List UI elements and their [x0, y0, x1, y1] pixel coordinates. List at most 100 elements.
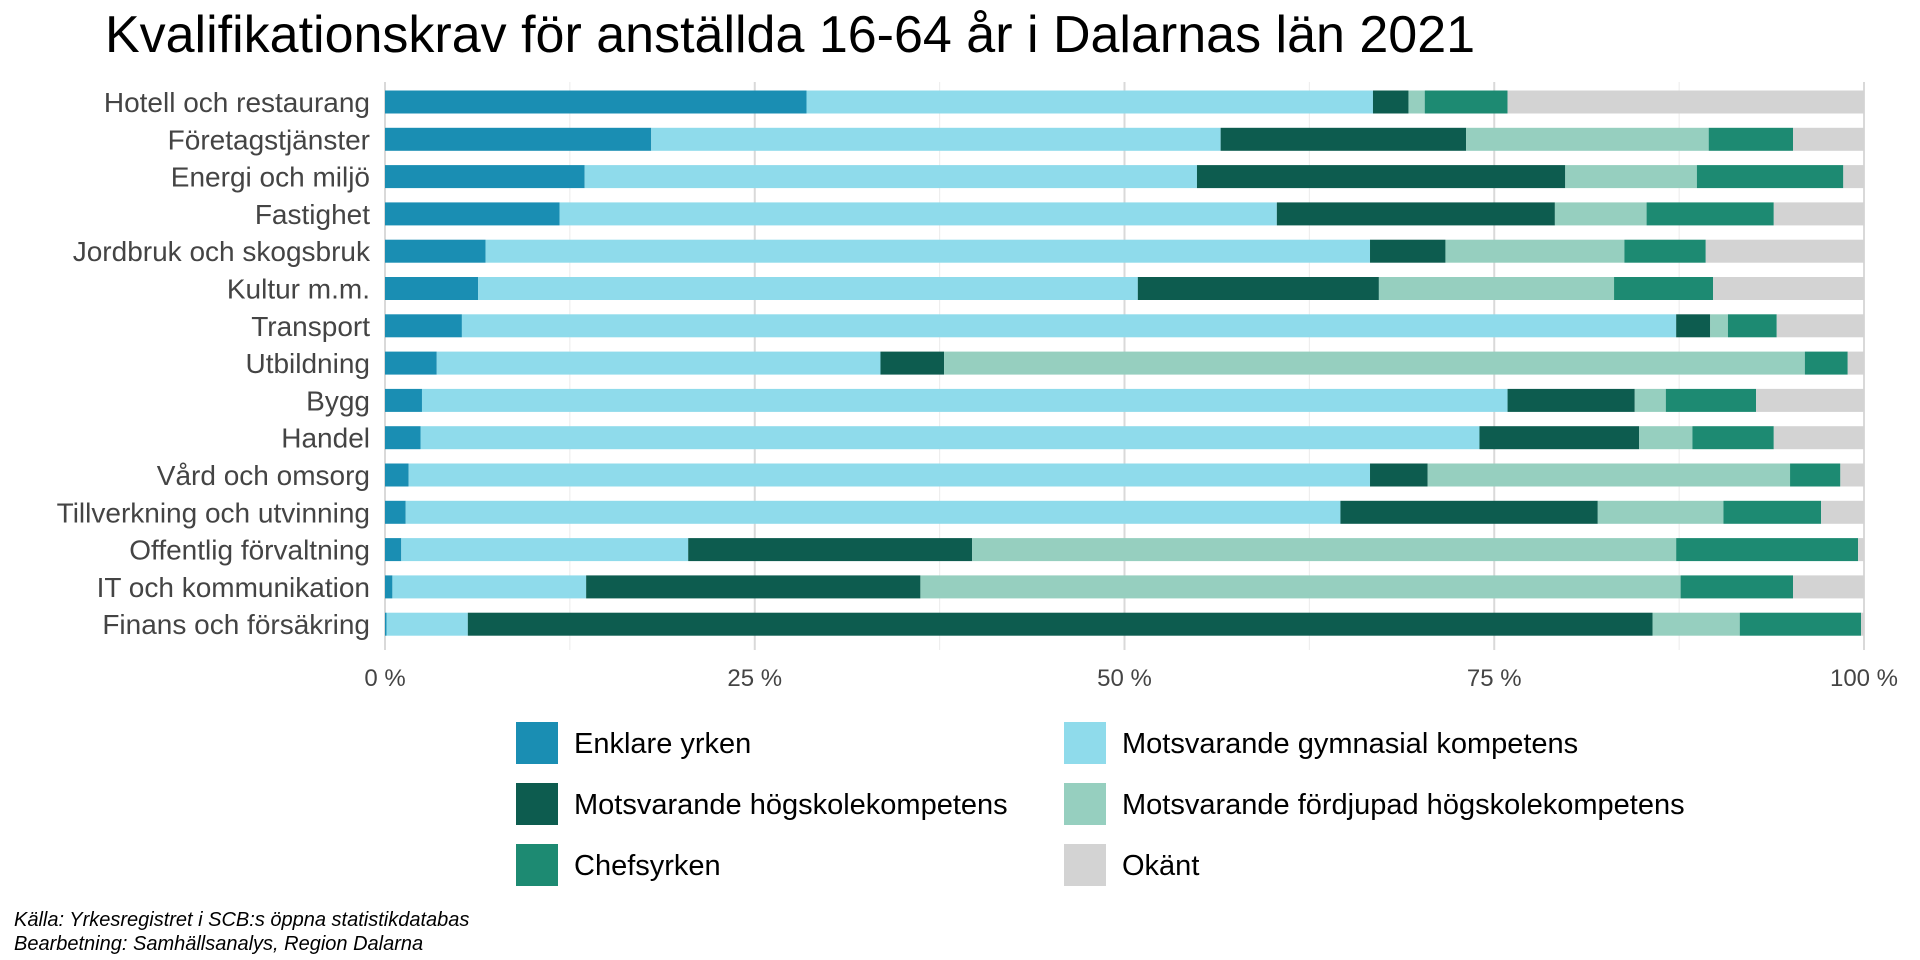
- bar-segment: [1776, 314, 1864, 338]
- bar-segment: [385, 351, 437, 375]
- category-label: Företagstjänster: [168, 124, 370, 155]
- bar-segment: [1370, 463, 1428, 487]
- bar-segment: [385, 277, 479, 300]
- legend-swatch: [516, 844, 558, 886]
- category-label: Tillverkning och utvinning: [57, 497, 370, 528]
- legend-label: Motsvarande gymnasial kompetens: [1122, 728, 1578, 760]
- bar-segment: [420, 426, 1480, 450]
- category-label: Hotell och restaurang: [104, 87, 370, 118]
- legend-swatch: [516, 722, 558, 764]
- bar-segment: [408, 463, 1371, 487]
- bar-segment: [1858, 538, 1864, 562]
- legend-swatch: [1064, 783, 1106, 825]
- bar-segment: [1665, 388, 1757, 412]
- bar-segment: [1676, 538, 1859, 562]
- bar-segment: [461, 314, 1677, 338]
- bar-segment: [385, 426, 421, 450]
- bar-segment: [1196, 165, 1566, 189]
- legend-swatch: [1064, 722, 1106, 764]
- bar-segment: [1708, 127, 1794, 151]
- bar-segment: [1445, 239, 1625, 263]
- caption-source: Källa: Yrkesregistret i SCB:s öppna stat…: [14, 909, 469, 931]
- bar-segment: [405, 500, 1341, 524]
- chart-title: Kvalifikationskrav för anställda 16-64 å…: [105, 6, 1475, 64]
- bar-segment: [385, 127, 652, 151]
- bar-segment: [806, 90, 1373, 114]
- x-axis-tick-labels: 0 % 25 % 50 % 75 % 100 %: [364, 665, 1898, 692]
- bar-segment: [1861, 612, 1864, 636]
- category-label: Offentlig förvaltning: [129, 535, 370, 566]
- category-label: Jordbruk och skogsbruk: [73, 236, 371, 267]
- category-label: Finans och försäkring: [102, 609, 370, 640]
- bar-segment: [1408, 90, 1425, 114]
- bar-segment: [385, 575, 393, 599]
- bar-segment: [1793, 127, 1864, 151]
- bar-segment: [1370, 239, 1446, 263]
- bar-segment: [1507, 388, 1635, 412]
- bar-segment: [1646, 202, 1774, 226]
- bar-segment: [1821, 500, 1864, 524]
- bar-segment: [559, 202, 1277, 226]
- x-tick-label: 0 %: [364, 665, 405, 692]
- bar-segment: [584, 165, 1197, 189]
- legend: Enklare yrken Motsvarande gymnasial kompe…: [516, 722, 1685, 886]
- bar-segment: [385, 314, 462, 338]
- legend-label: Enklare yrken: [574, 728, 751, 760]
- bar-segment: [1340, 500, 1598, 524]
- bar-segment: [586, 575, 921, 599]
- bar-segment: [436, 351, 881, 375]
- bar-segment: [1652, 612, 1740, 636]
- bar-segment: [1424, 90, 1508, 114]
- legend-label: Motsvarande högskolekompetens: [574, 789, 1008, 821]
- bar-segment: [1696, 165, 1844, 189]
- bar-segment: [972, 538, 1677, 562]
- caption-processing: Bearbetning: Samhällsanalys, Region Dala…: [14, 933, 423, 955]
- category-label: Utbildning: [245, 348, 370, 379]
- bar-segment: [1773, 426, 1864, 450]
- category-label: Vård och omsorg: [157, 460, 370, 491]
- bar-segment: [392, 575, 587, 599]
- bar-segment: [944, 351, 1805, 375]
- bar-segment: [1793, 575, 1864, 599]
- bar-segment: [385, 239, 486, 263]
- bar-segment: [1680, 575, 1794, 599]
- bar-segment: [1756, 388, 1864, 412]
- category-label: Bygg: [306, 385, 370, 416]
- bar-segment: [1639, 426, 1693, 450]
- bar-segment: [1804, 351, 1848, 375]
- bar-segment: [1739, 612, 1862, 636]
- bar-segment: [385, 165, 585, 189]
- bar-segment: [1790, 463, 1841, 487]
- bar-segment: [688, 538, 973, 562]
- bar-segment: [385, 388, 422, 412]
- bar-segment: [1614, 277, 1714, 300]
- bar-segment: [385, 90, 807, 114]
- bar-segment: [1634, 388, 1666, 412]
- bar-segment: [385, 202, 560, 226]
- bar-segment: [1479, 426, 1640, 450]
- bar-segment: [880, 351, 945, 375]
- bar-segment: [1276, 202, 1555, 226]
- category-label: Fastighet: [255, 199, 370, 230]
- bar-segment: [1676, 314, 1711, 338]
- bar-segment: [1727, 314, 1777, 338]
- bar-segment: [1137, 277, 1379, 300]
- bar-segment: [385, 463, 409, 487]
- bar-segment: [1773, 202, 1864, 226]
- category-label: Energi och miljö: [171, 162, 370, 193]
- bar-segment: [1840, 463, 1864, 487]
- bar-segment: [920, 575, 1681, 599]
- bar-segment: [1372, 90, 1409, 114]
- bar-segment: [651, 127, 1221, 151]
- bars: [385, 90, 1864, 636]
- legend-label: Motsvarande fördjupad högskolekompetens: [1122, 789, 1685, 821]
- bar-segment: [421, 388, 1508, 412]
- bar-segment: [1427, 463, 1791, 487]
- category-label: Transport: [251, 311, 370, 342]
- bar-segment: [1710, 314, 1728, 338]
- x-tick-label: 75 %: [1467, 665, 1522, 692]
- bar-segment: [401, 538, 689, 562]
- bar-segment: [385, 500, 406, 524]
- bar-segment: [1554, 202, 1647, 226]
- bar-segment: [1220, 127, 1467, 151]
